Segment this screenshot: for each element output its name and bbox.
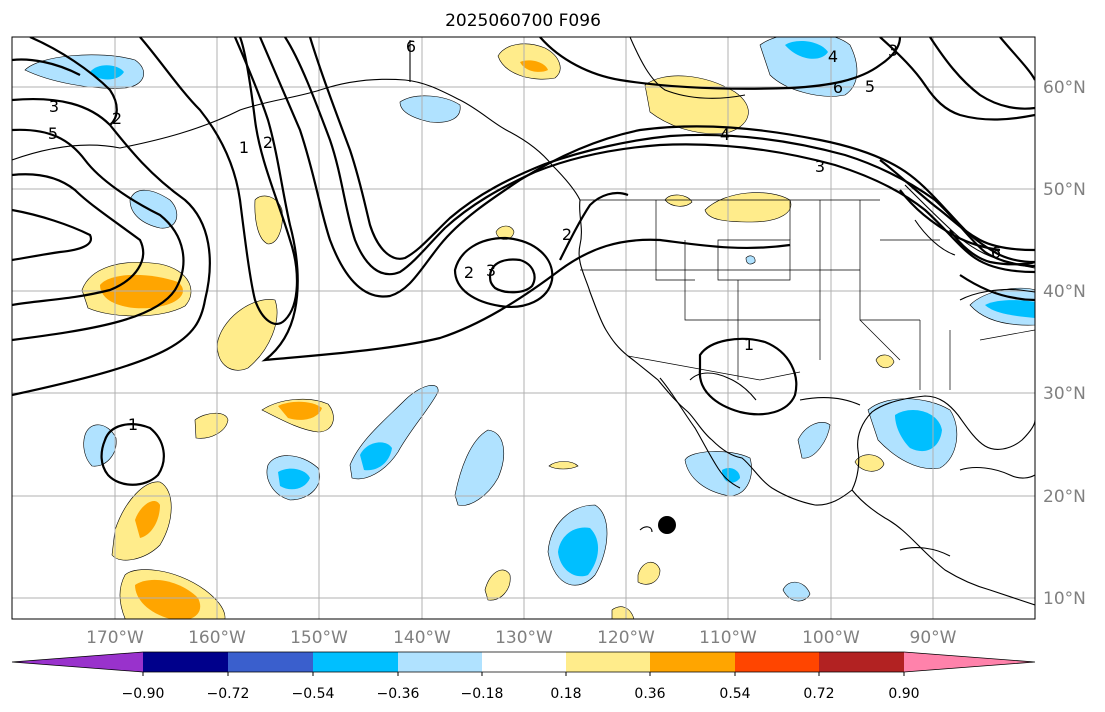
- colorbar-tick-label: 0.72: [803, 686, 834, 702]
- contour-label: 1: [128, 415, 138, 434]
- colorbar-tick-label: 0.54: [719, 686, 750, 702]
- colorbar-tick-label: −0.18: [461, 686, 504, 702]
- colorbar-ticks: −0.90 −0.72 −0.54 −0.36 −0.18 0.18 0.36 …: [122, 686, 920, 702]
- contour-label: 3: [49, 97, 59, 116]
- lon-label: 150°W: [290, 628, 348, 648]
- colorbar-segment: [398, 652, 482, 672]
- contour-label: 2: [263, 133, 273, 152]
- contour-label: 2: [464, 263, 474, 282]
- contour-label: 3: [486, 261, 496, 280]
- colorbar-tick-label: 0.36: [634, 686, 665, 702]
- colorbar-tick-label: −0.72: [207, 686, 250, 702]
- colorbar-segment: [228, 652, 313, 672]
- storm-marker: [658, 516, 676, 534]
- colorbar-tick-label: −0.36: [377, 686, 420, 702]
- colorbar: [11, 651, 1036, 676]
- map-title: 2025060700 F096: [445, 11, 601, 31]
- colorbar-segment: [313, 652, 398, 672]
- contour-label: 2: [112, 109, 122, 128]
- contour-label: 6: [833, 78, 843, 97]
- lat-label: 20°N: [1043, 487, 1086, 507]
- contour-label: 1: [744, 335, 754, 354]
- colorbar-extend-low: [12, 652, 143, 672]
- contour-label: 4: [828, 47, 838, 66]
- contour-lines: [12, 37, 1035, 486]
- political-borders: [580, 199, 1035, 390]
- colorbar-segment: [482, 652, 566, 672]
- lat-label: 30°N: [1043, 384, 1086, 404]
- lat-label: 50°N: [1043, 180, 1086, 200]
- contour-label: 3: [815, 157, 825, 176]
- map-area: 6 3 5 2 1 2 3 4 5 6 2 3 1 4 6 1 2 3: [12, 37, 1035, 619]
- lat-label: 60°N: [1043, 78, 1086, 98]
- lat-label: 10°N: [1043, 589, 1086, 609]
- lon-label: 90°W: [910, 628, 957, 648]
- lon-label: 110°W: [699, 628, 757, 648]
- longitude-labels: 170°W 160°W 150°W 140°W 130°W 120°W 110°…: [86, 628, 957, 648]
- colorbar-segment: [735, 652, 819, 672]
- colorbar-segment: [819, 652, 904, 672]
- lat-label: 40°N: [1043, 282, 1086, 302]
- latitude-labels: 60°N 50°N 40°N 30°N 20°N 10°N: [1043, 78, 1086, 609]
- colorbar-tick-label: 0.90: [888, 686, 919, 702]
- colorbar-segment: [566, 652, 650, 672]
- lon-label: 130°W: [495, 628, 553, 648]
- contour-label: 4: [720, 125, 730, 144]
- contour-label: 5: [865, 77, 875, 96]
- lon-label: 100°W: [802, 628, 860, 648]
- colorbar-tick-label: −0.90: [122, 686, 165, 702]
- lon-label: 170°W: [86, 628, 144, 648]
- contour-labels: 6 3 5 2 1 2 3 4 5 6 2 3 1 4 6 1 2 3: [48, 37, 1001, 434]
- shaded-anomalies: [24, 37, 1035, 619]
- colorbar-segment: [143, 652, 228, 672]
- contour-label: 1: [239, 138, 249, 157]
- lon-label: 160°W: [188, 628, 246, 648]
- colorbar-tick-label: 0.18: [550, 686, 581, 702]
- map-frame: [11, 36, 1036, 620]
- contour-label: 5: [48, 124, 58, 143]
- colorbar-extend-high: [904, 652, 1035, 672]
- contour-label: 6: [406, 37, 416, 56]
- contour-label: 2: [562, 225, 572, 244]
- lon-label: 140°W: [393, 628, 451, 648]
- colorbar-tick-label: −0.54: [292, 686, 335, 702]
- lon-label: 120°W: [597, 628, 655, 648]
- colorbar-segment: [650, 652, 735, 672]
- contour-label: 3: [888, 41, 898, 60]
- contour-label: 6: [991, 243, 1001, 262]
- coastlines: [12, 37, 1035, 606]
